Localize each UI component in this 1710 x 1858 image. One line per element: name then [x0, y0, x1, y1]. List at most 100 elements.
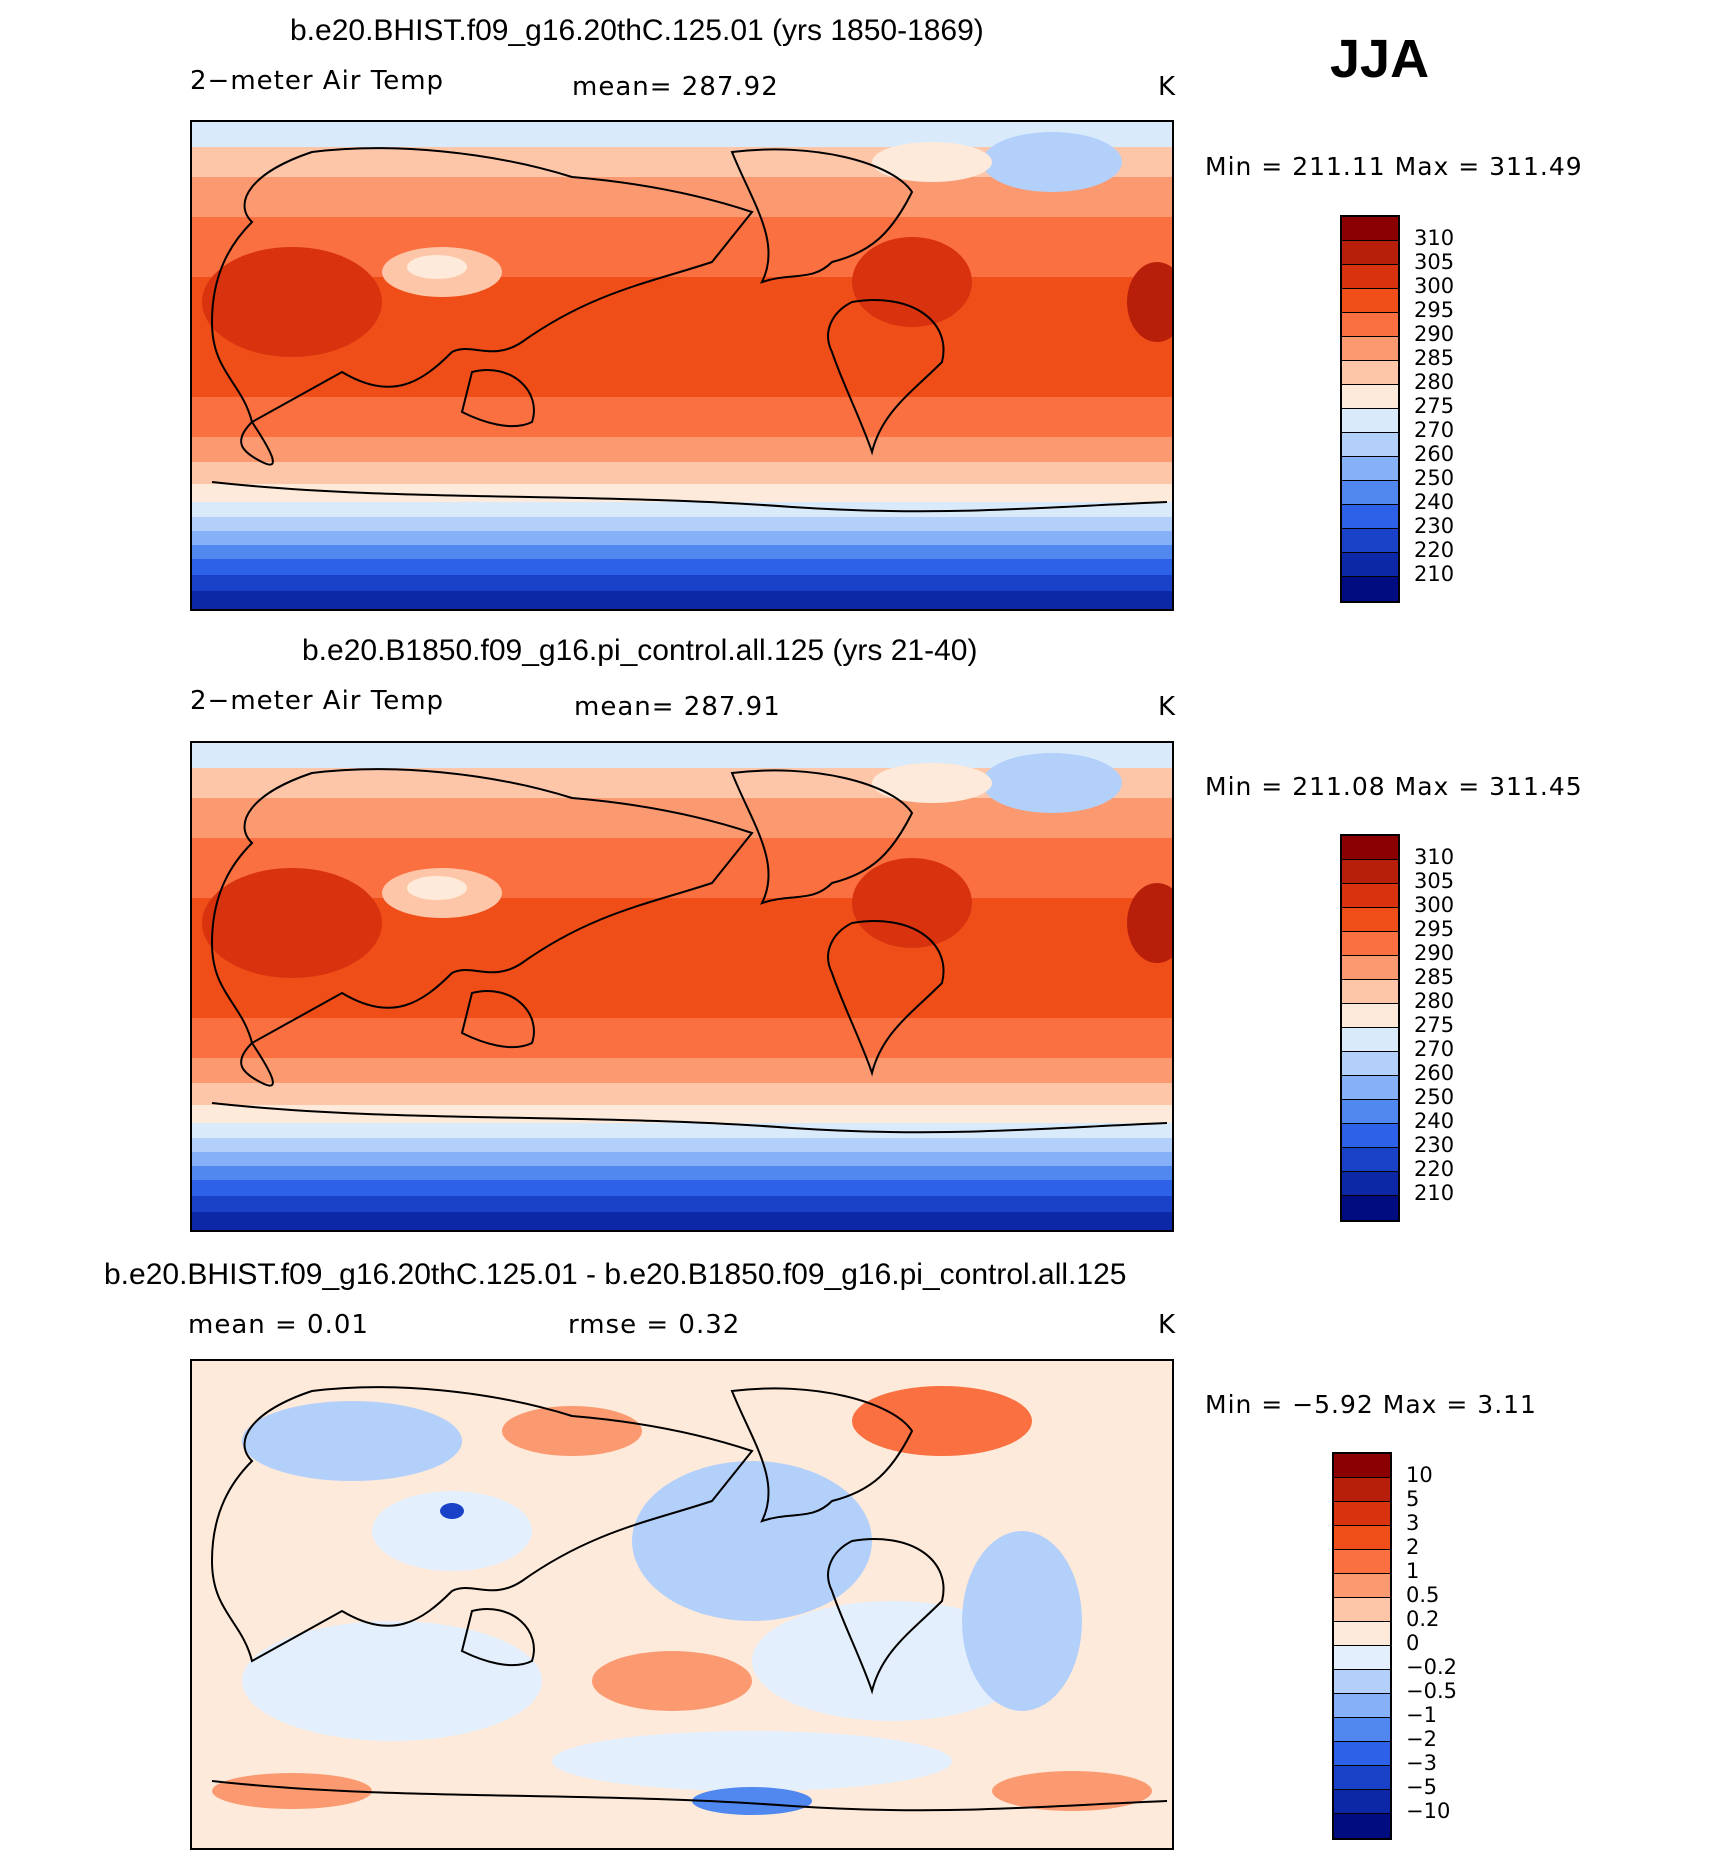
panel2-mean: mean= 287.91	[574, 692, 781, 722]
panel2-colorbar	[1340, 834, 1400, 1222]
panel3-minmax: Min = −5.92 Max = 3.11	[1205, 1390, 1537, 1419]
colorbar-swatch	[1342, 980, 1398, 1004]
colorbar-swatch	[1342, 385, 1398, 409]
colorbar-swatch	[1334, 1790, 1390, 1814]
colorbar-swatch	[1342, 884, 1398, 908]
colorbar-swatch	[1334, 1694, 1390, 1718]
colorbar-label: 280	[1414, 370, 1455, 394]
colorbar-label: 210	[1414, 1181, 1455, 1205]
panel2-variable: 2−meter Air Temp	[190, 686, 445, 716]
colorbar-swatch	[1342, 1004, 1398, 1028]
colorbar-swatch	[1342, 433, 1398, 457]
panel1-map	[190, 120, 1174, 611]
colorbar-swatch	[1342, 577, 1398, 601]
colorbar-label: 0.5	[1406, 1583, 1440, 1607]
colorbar-swatch	[1334, 1574, 1390, 1598]
panel3-map-field	[192, 1361, 1172, 1848]
colorbar-label: 260	[1414, 442, 1455, 466]
colorbar-swatch	[1334, 1622, 1390, 1646]
panel1-colorbar	[1340, 215, 1400, 603]
colorbar-label: 285	[1414, 346, 1455, 370]
colorbar-label: 280	[1414, 989, 1455, 1013]
colorbar-swatch	[1334, 1502, 1390, 1526]
colorbar-swatch	[1342, 1196, 1398, 1220]
panel1-map-field	[192, 122, 1172, 609]
colorbar-label: 285	[1414, 965, 1455, 989]
colorbar-swatch	[1342, 932, 1398, 956]
panel2-map-field	[192, 743, 1172, 1230]
colorbar-swatch	[1334, 1718, 1390, 1742]
colorbar-swatch	[1334, 1814, 1390, 1838]
colorbar-swatch	[1334, 1646, 1390, 1670]
colorbar-label: 0	[1406, 1631, 1420, 1655]
colorbar-label: 250	[1414, 466, 1455, 490]
colorbar-label: −3	[1406, 1751, 1437, 1775]
colorbar-swatch	[1334, 1766, 1390, 1790]
colorbar-label: 230	[1414, 514, 1455, 538]
colorbar-swatch	[1334, 1550, 1390, 1574]
colorbar-label: −5	[1406, 1775, 1437, 1799]
colorbar-label: 1	[1406, 1559, 1420, 1583]
colorbar-swatch	[1342, 908, 1398, 932]
colorbar-swatch	[1342, 217, 1398, 241]
colorbar-label: 240	[1414, 490, 1455, 514]
colorbar-label: 290	[1414, 941, 1455, 965]
panel1-variable: 2−meter Air Temp	[190, 66, 445, 96]
colorbar-label: 220	[1414, 1157, 1455, 1181]
colorbar-swatch	[1342, 241, 1398, 265]
colorbar-swatch	[1342, 505, 1398, 529]
panel3-title: b.e20.BHIST.f09_g16.20thC.125.01 - b.e20…	[104, 1258, 1127, 1291]
colorbar-label: −2	[1406, 1727, 1437, 1751]
colorbar-label: 300	[1414, 893, 1455, 917]
colorbar-label: 275	[1414, 394, 1455, 418]
colorbar-label: −10	[1406, 1799, 1451, 1823]
panel3-units: K	[1158, 1310, 1177, 1340]
colorbar-swatch	[1334, 1598, 1390, 1622]
colorbar-swatch	[1334, 1670, 1390, 1694]
colorbar-label: 305	[1414, 250, 1455, 274]
colorbar-swatch	[1342, 836, 1398, 860]
colorbar-swatch	[1334, 1478, 1390, 1502]
panel1-units: K	[1158, 72, 1177, 102]
colorbar-swatch	[1342, 529, 1398, 553]
panel3-colorbar	[1332, 1452, 1392, 1840]
colorbar-swatch	[1334, 1742, 1390, 1766]
colorbar-label: 270	[1414, 1037, 1455, 1061]
colorbar-label: 10	[1406, 1463, 1433, 1487]
colorbar-label: 240	[1414, 1109, 1455, 1133]
colorbar-label: 5	[1406, 1487, 1420, 1511]
colorbar-swatch	[1342, 289, 1398, 313]
colorbar-label: 250	[1414, 1085, 1455, 1109]
colorbar-label: 305	[1414, 869, 1455, 893]
colorbar-label: 210	[1414, 562, 1455, 586]
colorbar-swatch	[1334, 1526, 1390, 1550]
colorbar-swatch	[1342, 265, 1398, 289]
panel1-title: b.e20.BHIST.f09_g16.20thC.125.01 (yrs 18…	[290, 14, 984, 47]
colorbar-label: −1	[1406, 1703, 1437, 1727]
panel3-mean: mean = 0.01	[188, 1310, 369, 1340]
panel3-map	[190, 1359, 1174, 1850]
panel2-units: K	[1158, 692, 1177, 722]
colorbar-swatch	[1342, 313, 1398, 337]
colorbar-label: 300	[1414, 274, 1455, 298]
colorbar-swatch	[1342, 409, 1398, 433]
colorbar-swatch	[1342, 337, 1398, 361]
colorbar-label: 275	[1414, 1013, 1455, 1037]
colorbar-swatch	[1342, 860, 1398, 884]
colorbar-swatch	[1342, 553, 1398, 577]
colorbar-swatch	[1342, 481, 1398, 505]
colorbar-swatch	[1342, 361, 1398, 385]
panel1-minmax: Min = 211.11 Max = 311.49	[1205, 152, 1583, 181]
colorbar-swatch	[1342, 1076, 1398, 1100]
colorbar-swatch	[1342, 1124, 1398, 1148]
colorbar-label: 270	[1414, 418, 1455, 442]
colorbar-label: 290	[1414, 322, 1455, 346]
colorbar-label: 230	[1414, 1133, 1455, 1157]
panel2-map	[190, 741, 1174, 1232]
panel2-title: b.e20.B1850.f09_g16.pi_control.all.125 (…	[302, 634, 978, 667]
colorbar-swatch	[1342, 1052, 1398, 1076]
panel2-minmax: Min = 211.08 Max = 311.45	[1205, 772, 1583, 801]
colorbar-label: 3	[1406, 1511, 1420, 1535]
colorbar-swatch	[1342, 956, 1398, 980]
colorbar-label: 310	[1414, 226, 1455, 250]
